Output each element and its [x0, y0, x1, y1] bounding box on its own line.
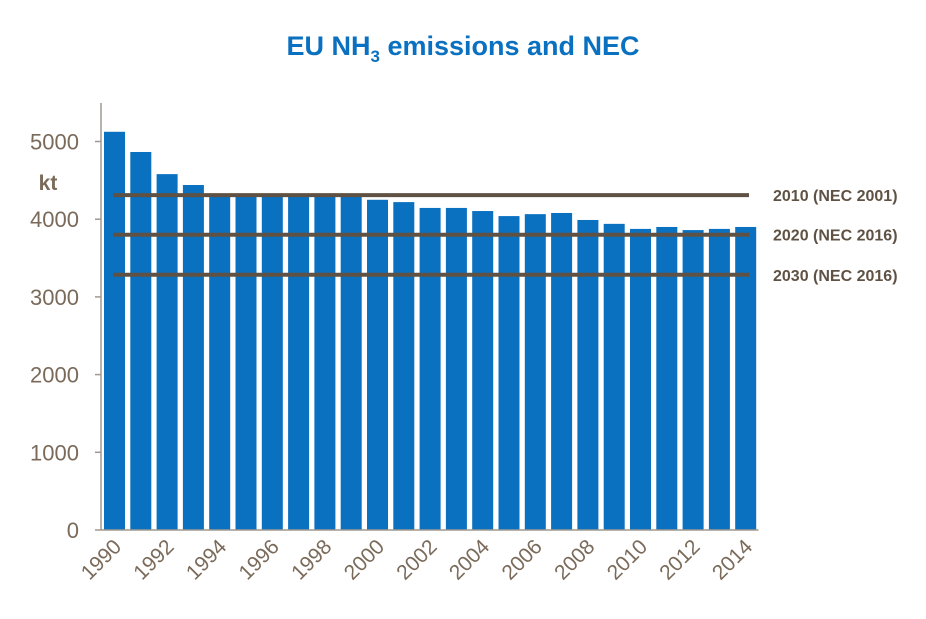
x-tick-label: 2008 [550, 535, 599, 584]
x-tick-label: 1998 [287, 535, 336, 584]
bar-2005 [498, 216, 520, 531]
x-tick-label: 2000 [340, 535, 389, 584]
x-tick-label: 2010 [603, 535, 652, 584]
chart-title: EU NH3 emissions and NEC [286, 31, 639, 66]
reference-line-label: 2020 (NEC 2016) [773, 228, 898, 245]
bar-1995 [235, 193, 257, 530]
y-tick-label: 2000 [30, 363, 79, 388]
x-tick-label: 2014 [708, 535, 758, 585]
x-tick-label: 1992 [129, 535, 178, 584]
bar-2012 [682, 230, 704, 530]
bar-1991 [130, 151, 152, 530]
bar-2010 [630, 228, 651, 530]
y-tick-label: 3000 [30, 285, 79, 310]
x-tick-label: 1996 [235, 535, 284, 584]
reference-line-label: 2030 (NEC 2016) [773, 268, 898, 285]
bar-1990 [104, 131, 125, 530]
bar-2014 [735, 226, 757, 530]
bar-1997 [288, 193, 310, 530]
x-tick-label: 2006 [498, 535, 547, 584]
x-tick-label: 1994 [182, 535, 232, 585]
bar-2002 [419, 207, 441, 530]
bar-2001 [393, 202, 415, 530]
bar-2004 [472, 211, 494, 530]
reference-line-label: 2010 (NEC 2001) [773, 188, 898, 205]
bar-1992 [156, 174, 178, 530]
bar-1996 [261, 193, 283, 530]
bar-2011 [656, 226, 678, 530]
bar-1999 [340, 193, 362, 530]
y-tick-label: 0 [67, 518, 79, 543]
bar-1994 [209, 193, 231, 530]
bar-2000 [367, 199, 388, 530]
x-tick-label: 2004 [445, 535, 495, 585]
bar-2006 [524, 214, 546, 530]
bar-2007 [551, 212, 573, 530]
x-tick-label: 2002 [392, 535, 441, 584]
bar-2003 [445, 207, 467, 530]
bar-2013 [708, 228, 730, 530]
x-tick-label: 1990 [77, 535, 126, 584]
y-axis-label: kt [39, 172, 58, 195]
x-tick-label: 2012 [655, 535, 704, 584]
bar-1998 [314, 193, 336, 530]
y-tick-label: 4000 [30, 207, 79, 232]
bar-2009 [603, 223, 625, 530]
bar-1993 [182, 185, 204, 530]
y-tick-label: 5000 [30, 130, 79, 155]
y-tick-label: 1000 [30, 440, 79, 465]
bar-2008 [577, 219, 599, 531]
